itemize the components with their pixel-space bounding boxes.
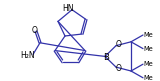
Text: Me: Me (143, 32, 153, 38)
Text: H₂N: H₂N (21, 51, 35, 60)
Text: B: B (103, 53, 109, 62)
Text: Me: Me (143, 75, 153, 81)
Text: O: O (116, 64, 122, 73)
Text: O: O (116, 40, 122, 49)
Text: HN: HN (62, 4, 74, 13)
Text: Me: Me (143, 61, 153, 67)
Text: Me: Me (143, 46, 153, 52)
Text: O: O (32, 26, 38, 35)
